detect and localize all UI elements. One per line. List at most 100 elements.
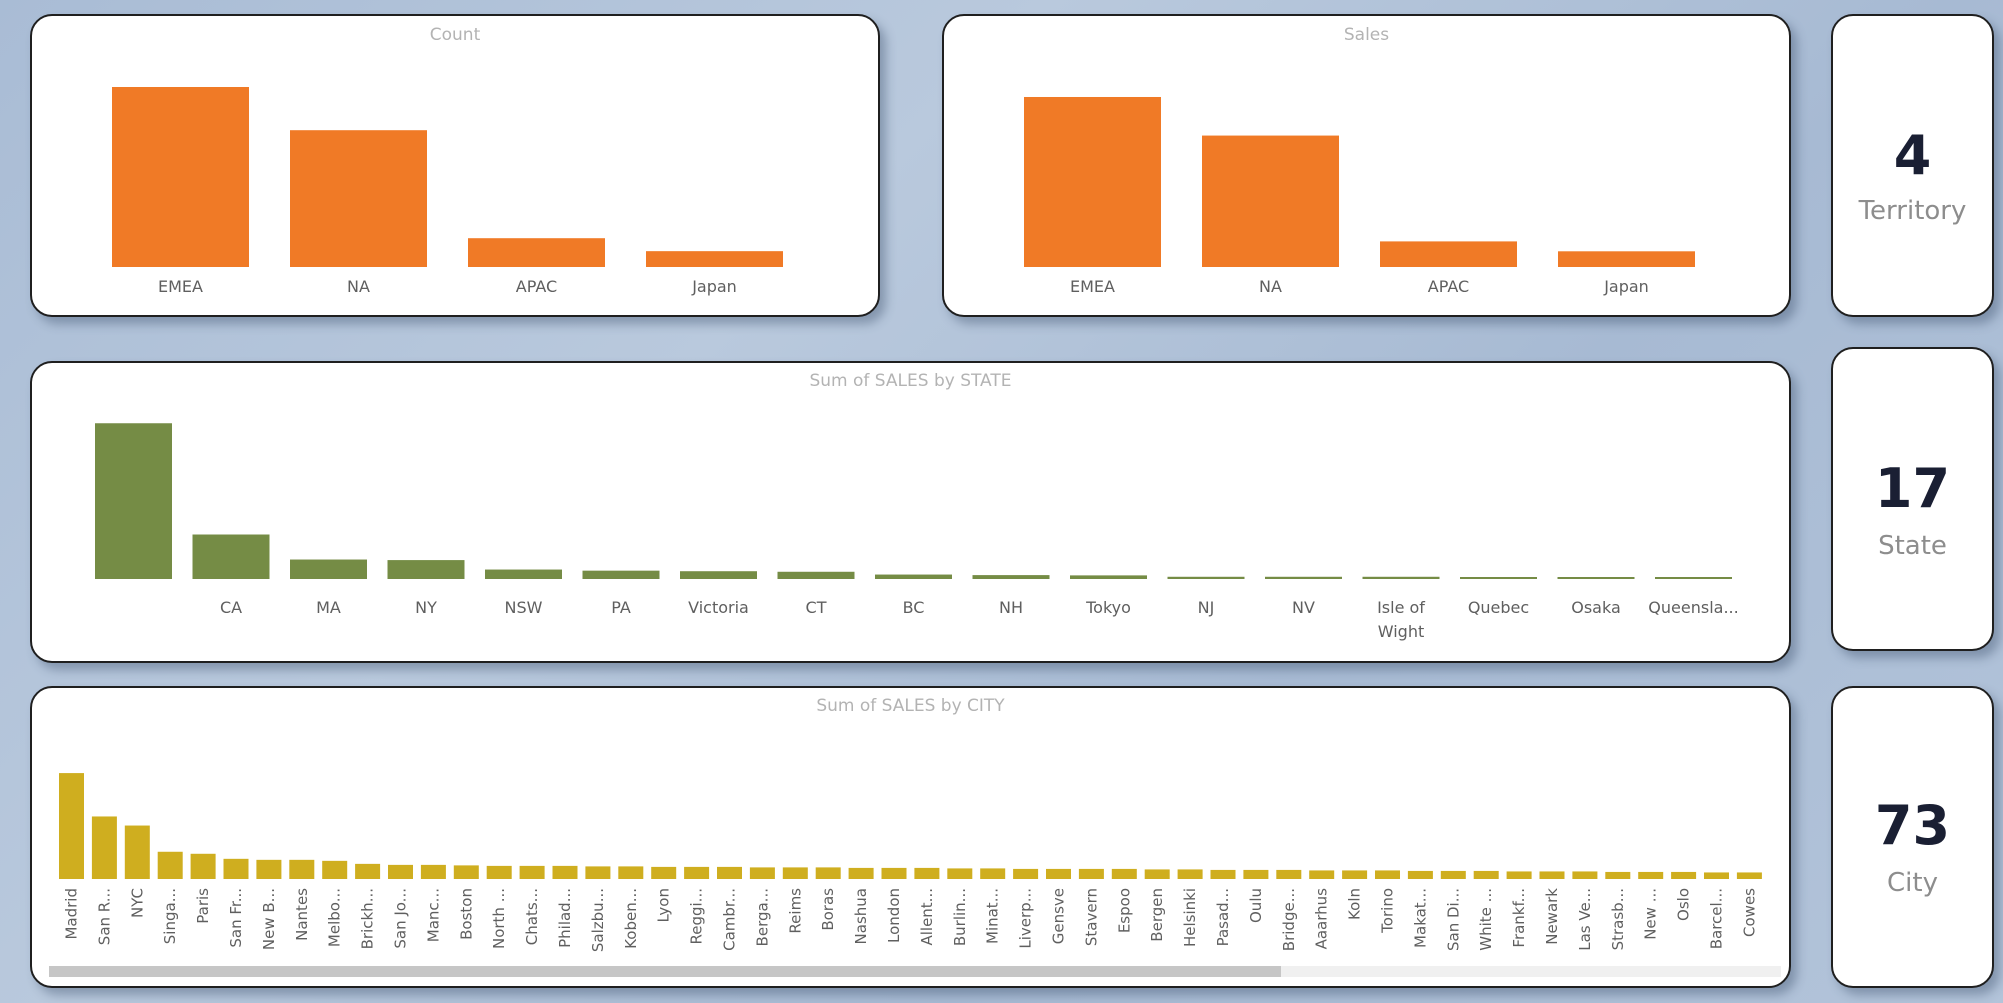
- city-bar-berga-21[interactable]: [749, 867, 775, 879]
- city-bar-nyc-2[interactable]: [124, 825, 150, 879]
- city-bar-salzbu-16[interactable]: [585, 866, 611, 879]
- city-bar-makat-41[interactable]: [1407, 870, 1433, 879]
- city-bar-oulu-36[interactable]: [1243, 869, 1269, 879]
- sales-bar-na-1[interactable]: [1202, 135, 1339, 267]
- city-bar-barcel-50[interactable]: [1704, 872, 1729, 879]
- city-tick-label-39: Koln: [1346, 888, 1364, 920]
- city-bar-nantes-7[interactable]: [289, 859, 315, 879]
- city-bar-frankf-44[interactable]: [1506, 871, 1532, 879]
- city-chart-scrollbar-thumb[interactable]: [49, 966, 1281, 977]
- city-bar-koln-39[interactable]: [1342, 870, 1368, 879]
- state-bar-osaka-15[interactable]: [1557, 577, 1635, 579]
- count-chart-title: Count: [430, 25, 481, 45]
- state-bar-ma-2[interactable]: [290, 559, 367, 579]
- state-bar-nh-9[interactable]: [972, 575, 1050, 579]
- count-bar-emea-0[interactable]: [112, 87, 249, 267]
- state-bar-nsw-4[interactable]: [485, 569, 562, 579]
- city-bar-white-43[interactable]: [1473, 870, 1499, 879]
- city-bar-brickh-9[interactable]: [355, 863, 381, 879]
- city-bar-manc-11[interactable]: [420, 864, 446, 879]
- city-tick-label-50: Barcel...: [1708, 888, 1726, 949]
- state-bar-queensla-16[interactable]: [1655, 577, 1732, 579]
- state-bar-bc-8[interactable]: [875, 574, 952, 579]
- city-bar-gensve-30[interactable]: [1046, 868, 1071, 879]
- city-tick-label-18: Lyon: [655, 888, 673, 923]
- state-bar-blank-0[interactable]: [95, 423, 172, 579]
- city-tick-label-36: Oulu: [1247, 888, 1265, 923]
- state-tick-label-16: Queensla...: [1648, 598, 1738, 617]
- city-bar-nashua-24[interactable]: [848, 867, 874, 879]
- city-bar-melbo-8[interactable]: [322, 860, 348, 879]
- city-tick-label-35: Pasad...: [1214, 888, 1232, 946]
- city-bar-san-r-1[interactable]: [91, 816, 117, 879]
- state-bar-pa-5[interactable]: [582, 570, 660, 579]
- state-tick-label-8: BC: [903, 598, 925, 617]
- city-bar-new-b-6[interactable]: [256, 859, 282, 879]
- count-bar-apac-2[interactable]: [468, 238, 605, 267]
- city-bar-oslo-49[interactable]: [1671, 871, 1697, 879]
- sales-bar-apac-2[interactable]: [1380, 241, 1517, 267]
- city-bar-chats-14[interactable]: [519, 865, 545, 879]
- city-chart-title: Sum of SALES by CITY: [816, 696, 1005, 716]
- city-chart-card: Sum of SALES by CITY Madrid San R... NYC Sin…: [30, 686, 1791, 988]
- state-bar-tokyo-10[interactable]: [1070, 575, 1147, 579]
- state-kpi-card: 17 State: [1831, 347, 1994, 651]
- city-bar-helsinki-34[interactable]: [1177, 869, 1203, 879]
- city-bar-singa-3[interactable]: [157, 851, 183, 879]
- city-bar-madrid-0[interactable]: [59, 773, 84, 879]
- city-bar-lyon-18[interactable]: [651, 866, 677, 879]
- state-bar-victoria-6[interactable]: [680, 571, 757, 579]
- city-bar-minat-28[interactable]: [980, 868, 1006, 879]
- sales-bar-japan-3[interactable]: [1558, 251, 1695, 267]
- city-bar-philad-15[interactable]: [552, 865, 578, 879]
- city-bar-london-25[interactable]: [881, 867, 907, 879]
- city-tick-label-14: Chats...: [523, 888, 541, 945]
- sales-bar-emea-0[interactable]: [1024, 96, 1161, 267]
- city-bar-allent-26[interactable]: [914, 867, 940, 879]
- city-bar-bridge-37[interactable]: [1276, 869, 1302, 879]
- city-bar-paris-4[interactable]: [190, 853, 216, 879]
- city-chart-scrollbar[interactable]: [49, 966, 1781, 977]
- state-bar-isle-of-wight-13[interactable]: [1362, 576, 1440, 579]
- city-bar-stavern-31[interactable]: [1078, 868, 1104, 879]
- city-bar-san-fr-5[interactable]: [223, 858, 249, 879]
- city-bar-cambr-20[interactable]: [717, 866, 742, 879]
- state-bar-ca-1[interactable]: [192, 534, 270, 580]
- city-bar-espoo-32[interactable]: [1111, 868, 1137, 879]
- count-bar-na-1[interactable]: [290, 130, 427, 267]
- city-tick-label-41: Makat...: [1411, 888, 1429, 948]
- state-tick-label-3: NY: [415, 598, 437, 617]
- city-bar-cowes-51[interactable]: [1736, 872, 1762, 879]
- city-bar-reggi-19[interactable]: [684, 866, 710, 879]
- city-bar-reims-22[interactable]: [782, 867, 808, 879]
- city-bar-koben-17[interactable]: [618, 866, 644, 879]
- city-bar-newark-45[interactable]: [1539, 871, 1565, 879]
- city-tick-label-11: Manc...: [424, 888, 442, 942]
- city-bar-san-jo-10[interactable]: [388, 864, 413, 879]
- city-bar-strasb-47[interactable]: [1605, 871, 1631, 879]
- city-bar-liverp-29[interactable]: [1013, 868, 1039, 879]
- city-bar-pasad-35[interactable]: [1210, 869, 1236, 879]
- city-bar-torino-40[interactable]: [1375, 870, 1400, 879]
- city-tick-label-48: New ...: [1642, 888, 1660, 940]
- state-bar-nv-12[interactable]: [1265, 576, 1342, 579]
- city-tick-label-1: San R...: [95, 888, 113, 945]
- city-bar-bergen-33[interactable]: [1144, 869, 1170, 879]
- state-bar-ny-3[interactable]: [387, 560, 465, 579]
- sales-chart-card: Sales EMEA NA APAC Japan: [942, 14, 1791, 317]
- state-chart: Sum of SALES by STATE CA MA NY NSW PA Victoria…: [95, 371, 1739, 641]
- city-tick-label-42: San Di...: [1444, 888, 1462, 951]
- city-bar-new-48[interactable]: [1638, 871, 1664, 879]
- city-bar-boston-12[interactable]: [453, 865, 479, 879]
- city-bar-san-di-42[interactable]: [1440, 870, 1466, 879]
- state-bar-nj-11[interactable]: [1167, 576, 1245, 579]
- city-bar-aaarhus-38[interactable]: [1309, 870, 1335, 879]
- city-bar-north-13[interactable]: [486, 865, 512, 879]
- state-bar-ct-7[interactable]: [777, 571, 855, 579]
- city-bar-las-ve-46[interactable]: [1572, 871, 1598, 879]
- city-bar-boras-23[interactable]: [815, 867, 841, 879]
- city-bar-burlin-27[interactable]: [947, 868, 973, 879]
- count-bar-japan-3[interactable]: [646, 251, 783, 267]
- state-bar-quebec-14[interactable]: [1460, 577, 1537, 579]
- state-tick-label-14: Quebec: [1468, 598, 1529, 617]
